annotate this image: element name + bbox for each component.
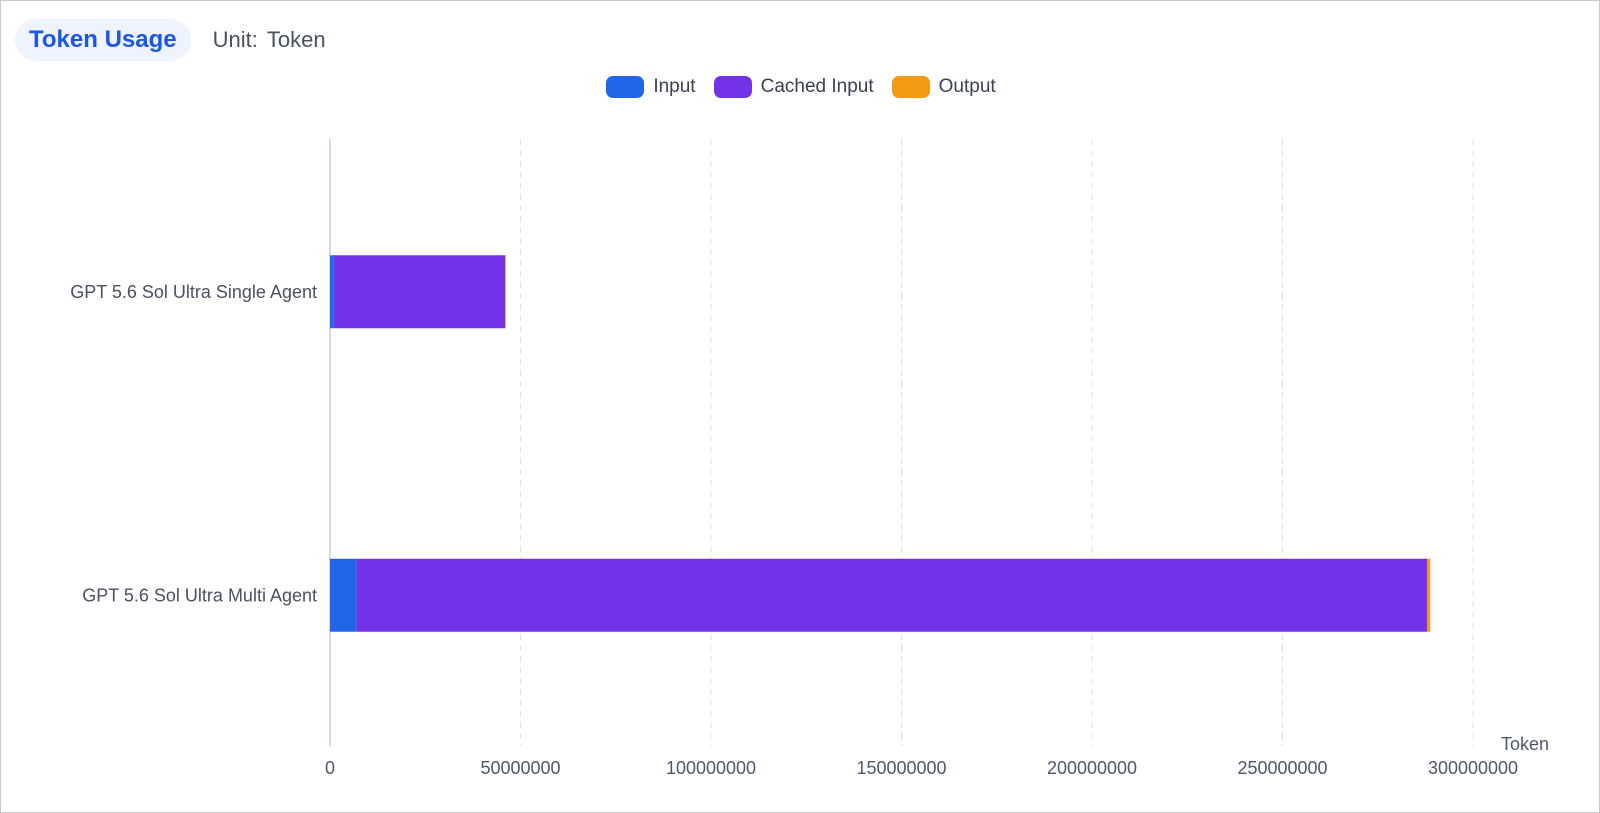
category-label: GPT 5.6 Sol Ultra Single Agent: [70, 282, 317, 302]
x-tick-label: 0: [325, 758, 335, 778]
x-axis-title: Token: [1501, 734, 1549, 754]
legend-label-cached-input: Cached Input: [760, 76, 874, 97]
x-tick-label: 50000000: [480, 758, 560, 778]
x-tick-label: 250000000: [1237, 758, 1327, 778]
bar-segment-input: [330, 558, 357, 632]
unit-label: Unit:: [212, 27, 258, 52]
legend-swatch-output: [891, 76, 930, 98]
bar-segment-cached-input: [333, 255, 506, 329]
bar-segment-cached-input: [356, 558, 1428, 632]
legend-item-cached-input[interactable]: Cached Input: [713, 76, 874, 98]
x-tick-label: 300000000: [1428, 758, 1518, 778]
legend-item-input[interactable]: Input: [606, 76, 696, 98]
bar-segment-output: [505, 255, 506, 329]
chart-header: Token Usage Unit: Token: [15, 19, 326, 61]
x-tick-label: 150000000: [856, 758, 946, 778]
legend-swatch-cached-input: [713, 76, 752, 98]
unit-value: Token: [266, 27, 326, 52]
bar-segment-input: [330, 255, 334, 329]
unit-indicator: Unit: Token: [213, 27, 326, 53]
x-tick-label: 100000000: [666, 758, 756, 778]
bar-segment-output: [1427, 558, 1431, 632]
legend-label-input: Input: [653, 76, 696, 97]
chart-title: Token Usage: [15, 19, 191, 61]
x-tick-label: 200000000: [1047, 758, 1137, 778]
category-label: GPT 5.6 Sol Ultra Multi Agent: [82, 585, 317, 605]
legend-item-output[interactable]: Output: [891, 76, 996, 98]
chart-legend: Input Cached Input Output: [1, 76, 1600, 98]
legend-label-output: Output: [938, 76, 996, 97]
legend-swatch-input: [606, 76, 645, 98]
